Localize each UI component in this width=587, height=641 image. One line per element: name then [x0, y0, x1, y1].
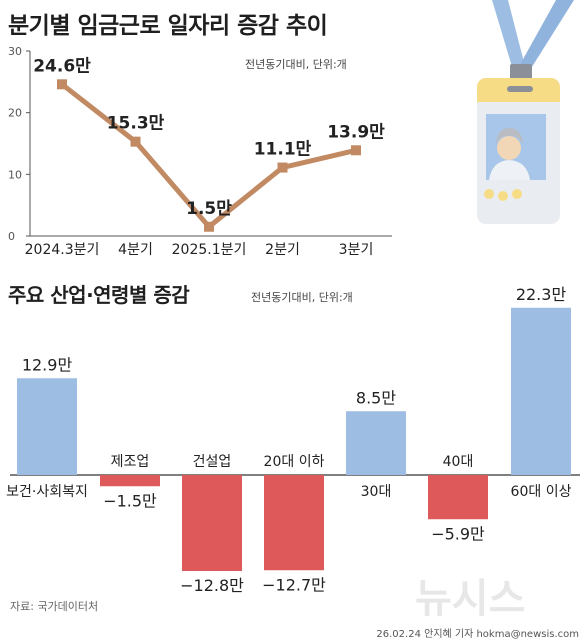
bar	[264, 475, 324, 571]
bar	[100, 475, 160, 487]
bar-chart-unit-note: 전년동기대비, 단위:개	[251, 291, 353, 304]
bar-chart-title: 주요 산업·연령별 증감	[8, 283, 190, 307]
line-point	[351, 145, 361, 156]
bar	[182, 475, 242, 571]
id-badge-illustration	[477, 0, 574, 224]
bar	[511, 307, 571, 475]
bar-data-label: −12.8만	[180, 576, 244, 595]
bar-category-label: 20대 이하	[264, 454, 325, 470]
bar-data-label: −12.7만	[262, 575, 326, 594]
line-data-label: 13.9만	[327, 122, 385, 142]
line-y-tick-label: 10	[8, 168, 22, 181]
line-x-tick-label: 2024.3분기	[25, 242, 100, 258]
bar-category-label: 건설업	[193, 454, 232, 470]
line-chart-title: 분기별 임금근로 일자리 증감 추이	[8, 13, 328, 39]
bar	[346, 411, 406, 475]
bar-category-label: 보건·사회복지	[6, 484, 88, 500]
line-point	[277, 162, 288, 173]
bar-data-label: 8.5만	[356, 388, 396, 407]
line-point	[57, 79, 67, 90]
bar-data-label: −5.9만	[431, 524, 485, 543]
credit-line: 26.02.24 안지혜 기자 hokma@newsis.com	[376, 629, 579, 640]
line-chart-unit-note: 전년동기대비, 단위:개	[245, 58, 347, 71]
bar-category-label: 40대	[443, 454, 474, 470]
line-data-label: 1.5만	[186, 199, 232, 219]
bar-data-label: 12.9만	[22, 355, 73, 374]
bar	[428, 475, 488, 520]
watermark: 뉴시스	[415, 576, 525, 622]
line-x-tick-label: 2025.1분기	[172, 242, 247, 258]
line-point	[130, 136, 141, 147]
line-data-label: 24.6만	[33, 56, 91, 76]
source-note: 자료: 국가데이터처	[10, 600, 99, 613]
line-x-tick-label: 3분기	[339, 242, 374, 258]
line-x-tick-label: 4분기	[118, 242, 153, 258]
line-x-tick-label: 2분기	[265, 242, 300, 258]
bar-category-label: 30대	[361, 484, 392, 500]
bar-data-label: −1.5만	[103, 491, 157, 510]
bar	[17, 378, 77, 475]
line-data-label: 15.3만	[107, 114, 165, 134]
bar-data-label: 22.3만	[516, 285, 567, 304]
line-data-label: 11.1만	[254, 140, 312, 160]
line-y-tick-label: 0	[8, 230, 15, 243]
bar-category-label: 60대 이상	[511, 484, 572, 500]
bar-category-label: 제조업	[111, 454, 150, 470]
line-y-tick-label: 20	[8, 107, 22, 120]
line-y-tick-label: 30	[8, 45, 22, 58]
line-chart: 0 10 20 30 24.6만 2024.3분기 15.3만 4분기 1.5만 2025.1분기…	[8, 45, 392, 258]
line-point	[204, 221, 214, 232]
